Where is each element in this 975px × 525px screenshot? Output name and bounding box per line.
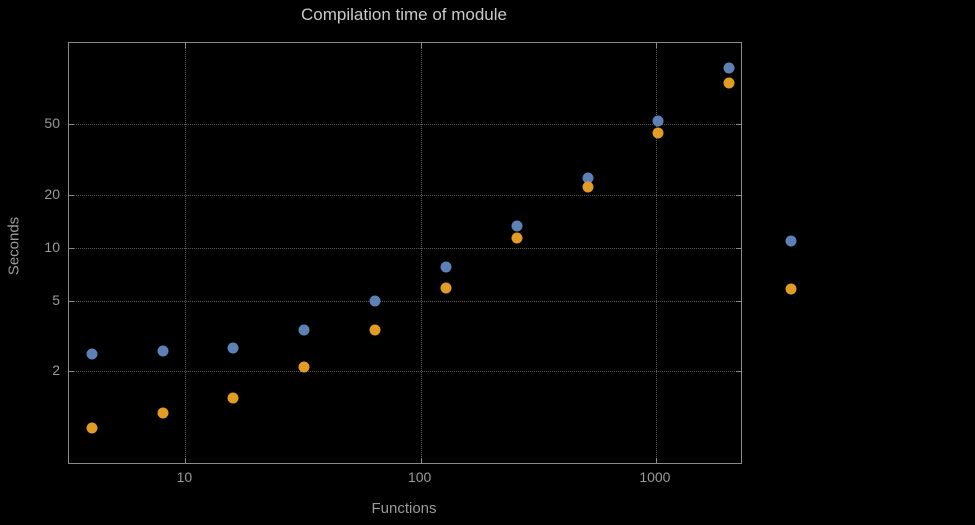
data-point-series-1-blue [298, 324, 310, 336]
data-point-series-2-orange [582, 181, 593, 193]
data-point-series-1-blue [723, 62, 735, 74]
data-point-series-1-blue [652, 115, 664, 127]
y-tick-label-5: 5 [52, 291, 60, 308]
gridline-y-2 [69, 370, 741, 372]
x-tick-mark [185, 458, 187, 463]
data-point-series-2-orange [652, 127, 664, 139]
chart-title: Compilation time of module [301, 5, 507, 24]
y-tick-mark [736, 300, 741, 302]
gridline-x-100 [420, 43, 422, 463]
gridline-x-1000 [655, 43, 657, 463]
x-tick-mark [185, 43, 187, 48]
y-tick-mark [69, 124, 74, 126]
data-point-series-2-orange [440, 282, 452, 294]
data-point-series-2-orange [511, 232, 523, 244]
x-tick-label-1000: 1000 [639, 469, 671, 485]
data-point-series-2-orange [298, 361, 310, 373]
gridline-y-50 [69, 124, 741, 126]
x-tick-mark [655, 458, 657, 463]
data-point-series-2-orange [86, 422, 98, 434]
gridline-y-5 [69, 300, 741, 302]
y-tick-mark [69, 247, 74, 249]
data-point-series-1-blue [86, 348, 98, 360]
y-tick-mark [736, 247, 741, 249]
y-tick-mark [736, 194, 741, 196]
gridline-y-20 [69, 194, 741, 196]
data-point-series-1-blue [157, 345, 169, 357]
data-point-series-1-blue [369, 295, 381, 307]
x-axis-label: Functions [371, 500, 437, 517]
legend-marker-series-2 [785, 283, 797, 295]
data-point-series-1-blue [511, 220, 523, 232]
data-point-series-1-blue [582, 172, 593, 184]
legend-marker-series-1 [785, 235, 797, 247]
x-tick-label-100: 100 [407, 469, 432, 485]
data-point-series-1-blue [440, 261, 452, 273]
data-point-series-1-blue [227, 342, 239, 354]
x-tick-mark [420, 43, 422, 48]
y-tick-mark [736, 370, 741, 372]
y-tick-mark [69, 194, 74, 196]
y-tick-label-50: 50 [44, 115, 60, 132]
y-tick-label-2: 2 [52, 361, 60, 378]
y-tick-mark [736, 124, 741, 126]
x-tick-label-10: 10 [176, 469, 193, 485]
y-tick-label-10: 10 [44, 238, 60, 255]
y-tick-label-20: 20 [44, 185, 60, 202]
gridline-x-10 [185, 43, 187, 463]
x-tick-mark [655, 43, 657, 48]
plot-area [68, 42, 742, 464]
data-point-series-2-orange [369, 324, 381, 336]
y-tick-mark [69, 370, 74, 372]
data-point-series-2-orange [723, 77, 735, 89]
data-point-series-2-orange [157, 407, 169, 419]
x-tick-mark [420, 458, 422, 463]
gridline-y-10 [69, 247, 741, 249]
data-point-series-2-orange [227, 392, 239, 404]
y-tick-mark [69, 300, 74, 302]
